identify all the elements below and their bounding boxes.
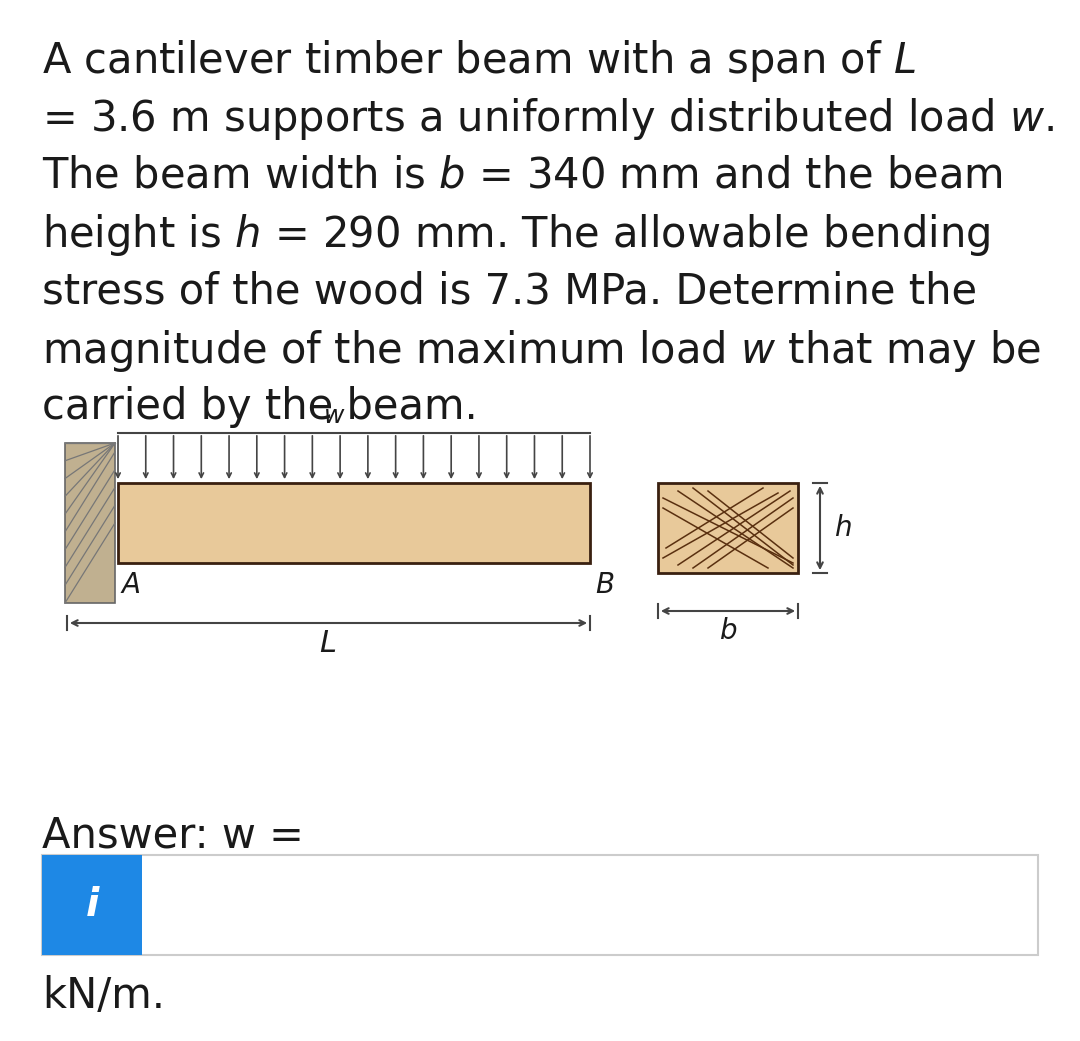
Bar	[42, 855, 1038, 955]
Text: A cantilever timber beam with a span of $L$: A cantilever timber beam with a span of …	[42, 39, 916, 84]
Text: magnitude of the maximum load $w$ that may be: magnitude of the maximum load $w$ that m…	[42, 328, 1041, 374]
Text: $b$: $b$	[719, 617, 738, 645]
Text: $A$: $A$	[120, 572, 140, 599]
Text: $w$: $w$	[323, 404, 346, 428]
Text: Answer: w =: Answer: w =	[42, 815, 303, 857]
Text: kN/m.: kN/m.	[42, 975, 165, 1017]
Bar	[42, 855, 141, 955]
Text: i: i	[85, 886, 98, 924]
Text: $L$: $L$	[319, 629, 336, 658]
Text: height is $h$ = 290 mm. The allowable bending: height is $h$ = 290 mm. The allowable be…	[42, 212, 990, 258]
Text: $B$: $B$	[595, 572, 615, 599]
Text: carried by the beam.: carried by the beam.	[42, 386, 477, 428]
Text: The beam width is $b$ = 340 mm and the beam: The beam width is $b$ = 340 mm and the b…	[42, 154, 1003, 196]
Text: $h$: $h$	[834, 514, 852, 542]
Text: stress of the wood is 7.3 MPa. Determine the: stress of the wood is 7.3 MPa. Determine…	[42, 270, 977, 312]
Bar	[65, 443, 114, 603]
Bar	[118, 483, 590, 563]
Text: = 3.6 m supports a uniformly distributed load $w$.: = 3.6 m supports a uniformly distributed…	[42, 96, 1054, 142]
Bar	[658, 483, 798, 573]
